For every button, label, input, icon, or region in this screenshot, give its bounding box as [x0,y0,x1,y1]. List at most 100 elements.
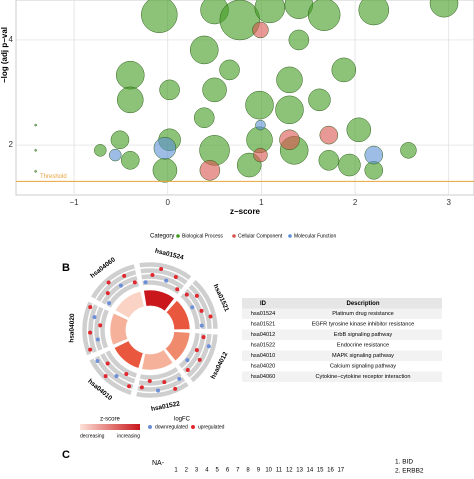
zscore-sector [114,290,145,319]
gene-dot [201,335,206,340]
x-tick-label: 3 [446,198,451,207]
gene-number: 14 [307,468,314,474]
legend-marker [191,425,195,429]
table-header [242,298,442,309]
gene-dot [118,283,123,288]
bubble [253,147,268,163]
bubble [109,148,122,162]
bubble [199,135,230,166]
table-cell: hsa04060 [251,374,276,380]
gene-ring [100,275,139,306]
gene-dot [199,323,204,328]
bubble [364,145,384,165]
gene-dot [173,274,178,279]
gene-ring [178,332,201,369]
gene-ring [182,333,207,374]
gene-dot [190,305,195,310]
gene-dot [107,301,112,306]
gene-dot [147,378,152,383]
gene-ring [81,301,94,356]
table-cell: hsa04020 [251,364,276,370]
table-row [242,340,442,351]
bubble [279,129,300,151]
gene-ring [187,283,213,330]
gene-ring [185,333,213,379]
table-header-cell: ID [260,301,267,307]
table-header-cell: Description [346,301,379,307]
threshold-label: Threshold [40,174,67,180]
y-tick-label: 4 [9,35,14,44]
gene-number: 2 [185,468,189,474]
legend-title: z-score [100,417,120,423]
bubble [276,66,303,94]
bubble [94,144,107,157]
y-axis-label: −log (adj p−val [0,27,9,83]
gene-dot [173,386,178,391]
bubble [34,149,37,152]
table-cell: hsa01524 [251,311,276,317]
gene-number: 10 [265,468,272,474]
zscore-sector [109,312,129,346]
legend-title: logFC [174,417,191,423]
bubble [319,125,339,145]
gene-dot [164,278,169,283]
bubble [199,160,221,181]
bubble [429,0,459,18]
bubble [34,170,37,173]
bubble [219,0,261,41]
table-cell: MAPK signaling pathway [332,353,394,359]
zscore-sector [113,340,144,369]
bubble [252,21,269,39]
panel-label: B [62,262,70,274]
bubble [308,88,331,112]
gene-dot [124,372,129,377]
gene-dot [208,314,213,319]
table-row [242,329,442,340]
bubble [245,90,274,120]
legend-label: Biological Process [182,233,223,239]
table-cell: hsa01521 [251,322,276,328]
circle-label: hsa04020 [68,313,76,343]
bubble [110,130,130,150]
bubble [202,77,227,103]
gene-ring [94,355,135,390]
gene-number: 17 [337,468,344,474]
bubble [307,0,341,31]
circle-label: hsa01522 [150,400,180,413]
gene-ring [87,303,99,354]
gene-dot [95,358,100,363]
legend-marker [232,234,236,238]
gene-ring [189,333,219,383]
gene-dot [105,361,110,366]
bubble [117,86,144,114]
gene-dot [106,280,111,285]
gene-name: 2. ERBB2 [395,468,424,474]
bubble [331,57,357,83]
gene-dot [194,348,199,353]
na-label: NA- [152,460,165,467]
legend-label: Cellular Component [238,233,283,239]
gene-number: 1 [174,468,178,474]
x-tick-label: −1 [70,198,80,207]
gene-dot [185,358,190,363]
gene-ring [136,376,186,393]
gene-ring [99,308,110,350]
bubble [152,158,178,183]
gene-ring [95,269,137,303]
table-row [242,350,442,361]
table-row [242,361,442,372]
bubble [275,95,304,125]
gene-number: 5 [216,468,220,474]
bubble [254,0,286,24]
table-cell: EGFR tyrosine kinase inhibitor resistanc… [312,322,415,328]
table-cell: Platinum drug resistance [332,311,394,317]
gene-dot [184,292,189,297]
gene-number: 3 [195,468,199,474]
legend-label: Molecular Function [294,233,336,239]
table-cell: ErbB signaling pathway [334,332,393,338]
bubble [194,107,215,128]
table-cell: Cytokine−cytokine receptor interaction [316,374,411,380]
gene-ring [104,349,138,379]
gene-ring [88,357,133,396]
